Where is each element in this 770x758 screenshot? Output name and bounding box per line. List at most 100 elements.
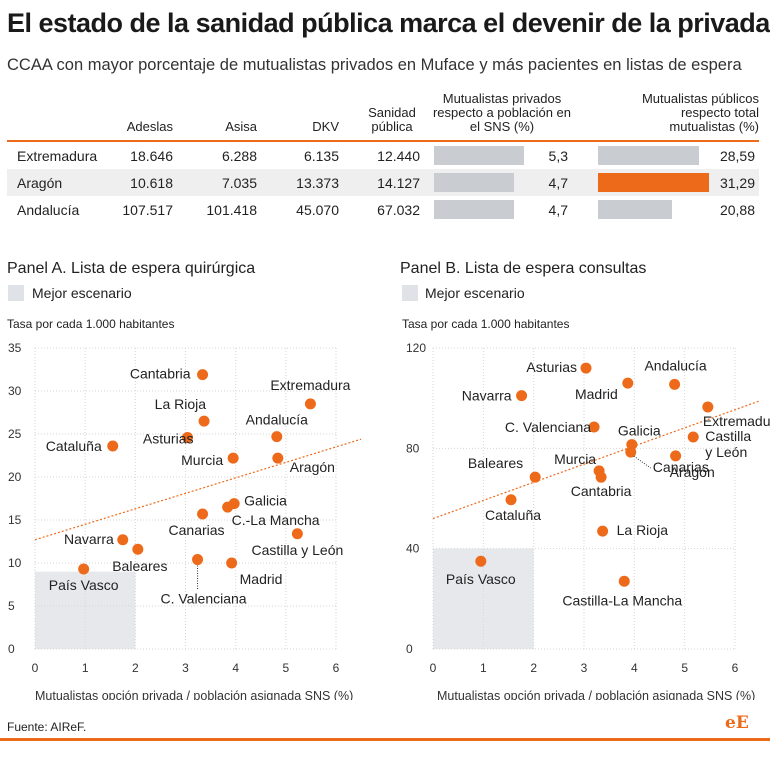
data-point — [226, 557, 238, 569]
dkv-cell: 45.070 — [296, 201, 339, 218]
data-point — [197, 369, 209, 381]
point-label: Madrid — [575, 386, 618, 402]
x-tick-label: 1 — [82, 661, 89, 675]
data-point — [271, 431, 283, 443]
region-name-cell: Andalucía — [17, 201, 80, 218]
source-note: Fuente: AIReF. — [7, 720, 87, 734]
y-tick-label: 120 — [406, 341, 426, 355]
point-label: Baleares — [468, 455, 523, 471]
point-label: Galicia — [244, 493, 287, 509]
adeslas-cell: 18.646 — [130, 147, 173, 164]
asisa-cell: 6.288 — [221, 147, 257, 164]
data-point — [622, 377, 634, 389]
point-label: Murcia — [554, 451, 596, 467]
publicos-bar — [598, 146, 700, 165]
data-point — [516, 390, 528, 402]
data-point — [192, 554, 204, 566]
point-label: Madrid — [240, 571, 283, 587]
y-tick-label: 0 — [8, 642, 15, 656]
panel-b-scatter: 0 40 80 120 0 1 2 3 4 5 6 Mutualistas opción privad… — [406, 341, 770, 700]
privados-value: 4,7 — [548, 201, 568, 218]
dkv-cell: 13.373 — [296, 174, 339, 191]
panel-a-scatter: 0 5 10 15 20 25 30 35 0 1 2 3 4 5 6 Mutualistas opción … — [8, 341, 362, 700]
y-tick-label: 10 — [8, 556, 22, 570]
trendline — [432, 400, 761, 520]
point-label: Cantabria — [571, 483, 632, 499]
y-tick-label: 35 — [8, 341, 22, 355]
data-point — [182, 431, 194, 443]
asisa-cell: 7.035 — [221, 174, 257, 191]
x-tick-label: 3 — [581, 661, 588, 675]
point-label: Navarra — [64, 531, 114, 547]
data-point — [529, 471, 541, 483]
x-tick-label: 5 — [282, 661, 289, 675]
x-tick-label: 0 — [32, 661, 39, 675]
table-header-region — [7, 92, 102, 141]
publicos-bar — [598, 173, 709, 192]
point-label: Asturias — [526, 359, 577, 375]
data-point — [588, 421, 600, 433]
point-label: Aragón — [670, 464, 715, 480]
data-point — [595, 471, 607, 483]
mutualistas-table: Adeslas Asisa DKV Sanidad pública Mutual… — [7, 92, 759, 223]
point-label: Cataluña — [485, 507, 541, 523]
point-label: C.-La Mancha — [232, 512, 320, 528]
data-point — [222, 501, 234, 513]
asisa-cell: 101.418 — [206, 201, 257, 218]
point-label: Murcia — [181, 452, 223, 468]
panel-b-title: Panel B. Lista de espera consultas — [400, 260, 647, 277]
page-subtitle: CCAA con mayor porcentaje de mutualistas… — [7, 56, 742, 74]
data-point — [132, 543, 144, 555]
privados-bar — [434, 173, 514, 192]
y-tick-label: 40 — [406, 542, 420, 556]
x-tick-label: 1 — [480, 661, 487, 675]
data-point — [304, 398, 316, 410]
publicos-value: 28,59 — [719, 147, 755, 164]
x-tick-label: 5 — [681, 661, 688, 675]
trendline — [34, 438, 362, 541]
x-tick-label: 2 — [132, 661, 139, 675]
point-label: Andalucía — [246, 412, 308, 428]
point-label: Cantabria — [130, 366, 191, 382]
y-tick-label: 80 — [406, 441, 420, 455]
data-point — [702, 401, 714, 413]
x-tick-label: 4 — [631, 661, 638, 675]
data-point — [272, 452, 284, 464]
data-point — [291, 528, 303, 540]
table-row: Extremadura 18.646 6.288 6.135 12.440 5,3 28,5… — [7, 141, 759, 169]
data-point — [505, 494, 517, 506]
point-label: Cataluña — [46, 438, 102, 454]
point-label: C. Valenciana — [505, 419, 591, 435]
publicos-bar-cell: 28,59 — [572, 141, 759, 169]
table-header-row: Adeslas Asisa DKV Sanidad pública Mutual… — [7, 92, 759, 141]
table-header-adeslas: Adeslas — [126, 119, 173, 134]
table-header-privados: Mutualistas privados respecto a població… — [432, 91, 572, 134]
point-label: Aragón — [290, 459, 335, 475]
point-label: Canarias — [653, 459, 709, 475]
adeslas-cell: 10.618 — [130, 174, 173, 191]
data-point — [107, 440, 119, 452]
publica-cell: 14.127 — [377, 174, 420, 191]
data-point — [687, 431, 699, 443]
x-tick-label: 6 — [732, 661, 739, 675]
point-label: País Vasco — [49, 577, 119, 593]
dkv-cell: 6.135 — [303, 147, 339, 164]
publicos-bar-cell: 20,88 — [572, 196, 759, 223]
privados-bar — [434, 200, 514, 219]
publisher-logo: eE — [725, 713, 749, 733]
region-name-cell: Extremadura — [17, 147, 98, 164]
privados-value: 5,3 — [548, 147, 568, 164]
publicos-bar — [598, 200, 673, 219]
panel-a-ylabel: Tasa por cada 1.000 habitantes — [7, 317, 175, 331]
privados-bar-cell: 5,3 — [420, 141, 572, 169]
y-tick-label: 25 — [8, 427, 22, 441]
region-name-cell: Aragón — [17, 174, 63, 191]
x-axis-label: Mutualistas opción privada / población a… — [437, 689, 755, 700]
best-zone-legend-label-a: Mejor escenario — [32, 285, 132, 301]
label-leader-line — [633, 455, 652, 469]
point-label: Castilla — [705, 428, 751, 444]
data-point — [580, 362, 592, 374]
publicos-bar-cell: 31,29 — [572, 169, 759, 196]
best-zone-legend-swatch-b — [402, 285, 418, 301]
table-header-dkv: DKV — [312, 119, 339, 134]
